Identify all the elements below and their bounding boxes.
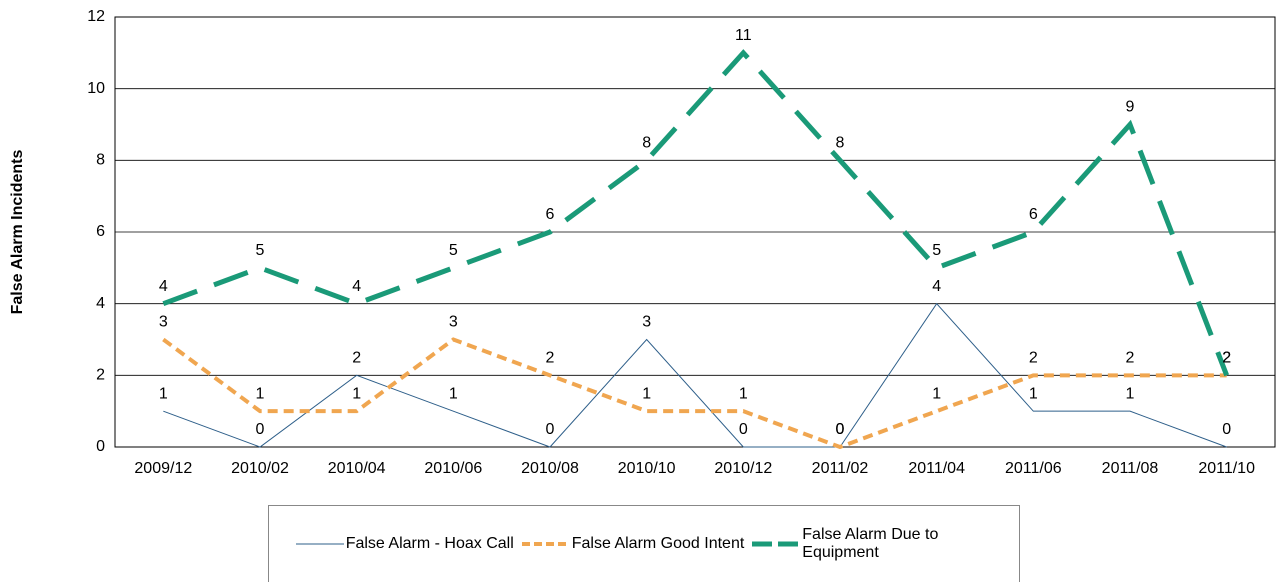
y-tick-label: 10 — [87, 80, 105, 97]
data-label: 3 — [642, 314, 651, 331]
data-label: 3 — [449, 314, 458, 331]
x-tick-label: 2010/10 — [618, 460, 676, 477]
data-label: 5 — [932, 242, 941, 259]
legend-swatch — [295, 543, 344, 545]
data-label: 2 — [1029, 350, 1038, 367]
legend-label: False Alarm Due to Equipment — [802, 526, 939, 561]
data-label: 2 — [1222, 350, 1231, 367]
data-label: 0 — [836, 421, 845, 438]
data-label: 1 — [159, 385, 168, 402]
legend-label: False Alarm - Hoax Call — [345, 535, 514, 552]
x-tick-label: 2011/10 — [1198, 460, 1255, 477]
data-label: 0 — [256, 421, 265, 438]
data-label: 0 — [836, 421, 845, 438]
data-label: 6 — [1029, 206, 1038, 223]
legend-swatch — [752, 541, 801, 547]
y-tick-label: 2 — [96, 367, 105, 384]
plot-border — [114, 16, 1276, 448]
data-label: 8 — [642, 135, 651, 152]
data-label: 1 — [739, 385, 748, 402]
data-label: 0 — [546, 421, 555, 438]
data-label: 2 — [1222, 350, 1231, 367]
legend-item: False Alarm - Hoax Call — [295, 535, 514, 553]
x-tick-label: 2009/12 — [134, 460, 192, 477]
legend-item: False Alarm Good Intent — [521, 535, 745, 553]
legend-swatch — [521, 542, 570, 546]
data-label: 2 — [352, 350, 361, 367]
y-axis-label: False Alarm Incidents — [9, 150, 26, 315]
x-tick-label: 2011/02 — [812, 460, 869, 477]
y-tick-label: 4 — [96, 295, 105, 312]
data-label: 4 — [352, 278, 361, 295]
data-label: 0 — [739, 421, 748, 438]
data-label: 6 — [546, 206, 555, 223]
x-tick-label: 2010/08 — [521, 460, 579, 477]
legend: False Alarm - Hoax Call False Alarm Good … — [268, 505, 1020, 582]
data-label: 1 — [449, 385, 458, 402]
data-label: 0 — [1222, 421, 1231, 438]
data-label: 5 — [256, 242, 265, 259]
x-tick-label: 2011/06 — [1005, 460, 1062, 477]
y-tick-label: 0 — [96, 438, 105, 455]
data-label: 2 — [546, 350, 555, 367]
data-label: 1 — [256, 385, 265, 402]
data-label: 3 — [159, 314, 168, 331]
x-tick-label: 2010/04 — [328, 460, 386, 477]
line-series — [162, 49, 1229, 377]
data-label: 9 — [1126, 99, 1135, 116]
data-label: 1 — [352, 385, 361, 402]
data-label: 11 — [735, 27, 752, 44]
data-label: 4 — [159, 278, 168, 295]
x-tick-label: 2010/02 — [231, 460, 289, 477]
data-label: 1 — [932, 385, 941, 402]
line-series — [162, 337, 1227, 450]
x-tick-label: 2010/06 — [424, 460, 482, 477]
legend-label: False Alarm Good Intent — [571, 535, 745, 552]
y-tick-label: 8 — [96, 152, 105, 169]
data-label: 1 — [1029, 385, 1038, 402]
x-tick-label: 2011/04 — [908, 460, 965, 477]
data-label: 1 — [1126, 385, 1135, 402]
x-tick-label: 2011/08 — [1102, 460, 1159, 477]
legend-item: False Alarm Due to Equipment — [752, 526, 992, 562]
data-label: 4 — [932, 278, 941, 295]
data-label: 2 — [1126, 350, 1135, 367]
data-label: 8 — [836, 135, 845, 152]
x-tick-label: 2010/12 — [714, 460, 772, 477]
y-tick-label: 6 — [96, 223, 105, 240]
data-label: 5 — [449, 242, 458, 259]
y-tick-label: 12 — [87, 8, 105, 25]
line-series — [163, 302, 1227, 448]
data-label: 1 — [642, 385, 651, 402]
